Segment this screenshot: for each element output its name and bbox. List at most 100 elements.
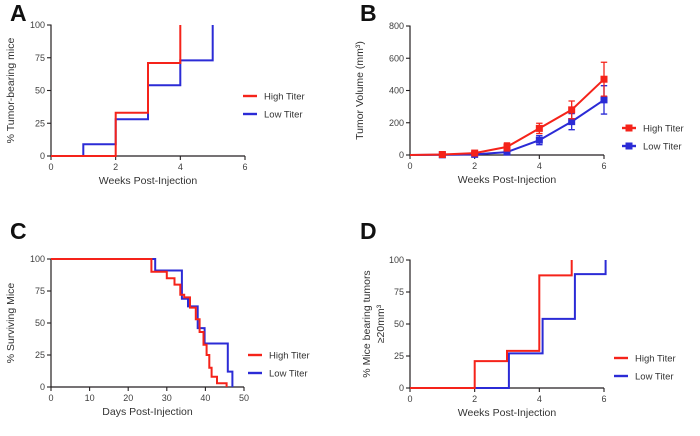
legend-label-low-titer: Low Titer — [643, 142, 682, 153]
x-tick-label: 4 — [537, 161, 542, 171]
x-tick-label: 10 — [85, 393, 95, 403]
panel-d: D 0 2 4 6 0 25 50 75 100 Weeks Post-Injection % Mi… — [350, 218, 700, 436]
y-axis-label-line2: ≥20mm³ — [375, 304, 387, 343]
square-marker — [503, 148, 511, 156]
legend-marker-low-titer — [625, 142, 633, 150]
square-marker — [600, 75, 608, 83]
x-axis-label: Weeks Post-Injection — [99, 175, 198, 187]
x-axis-label: Weeks Post-Injection — [458, 407, 557, 419]
x-axis-label: Days Post-Injection — [102, 406, 193, 418]
series-high-titer — [409, 61, 608, 159]
series-low-titer — [51, 258, 234, 387]
series-line-high-titer — [51, 25, 182, 157]
series-low-titer — [410, 260, 607, 389]
x-tick-label: 40 — [200, 393, 210, 403]
square-marker — [568, 106, 576, 114]
panel-c-letter: C — [10, 218, 27, 244]
series-line-low-titer — [51, 258, 234, 387]
axes: 0 2 4 6 0 25 50 75 100 — [30, 20, 248, 172]
y-tick-label: 75 — [394, 287, 404, 297]
series-line-high-titer — [51, 258, 228, 387]
x-tick-label: 0 — [407, 394, 412, 404]
series-line-low-titer — [410, 260, 607, 389]
series-line-low-titer — [51, 25, 214, 157]
y-tick-label: 200 — [389, 118, 404, 128]
panel-c: C 0 10 20 30 40 50 0 25 50 75 100 Days Post-Injecti… — [0, 218, 350, 436]
x-tick-label: 6 — [601, 394, 606, 404]
y-tick-label: 50 — [394, 319, 404, 329]
y-tick-label: 400 — [389, 86, 404, 96]
y-axis-label: % Mice bearing tumors — [361, 270, 373, 377]
legend: High Titer Low Titer — [248, 351, 310, 380]
y-tick-label: 800 — [389, 21, 404, 31]
y-tick-label: 600 — [389, 53, 404, 63]
y-axis-label: % Surviving Mice — [5, 283, 17, 364]
y-tick-label: 75 — [35, 286, 45, 296]
x-tick-label: 6 — [242, 162, 247, 172]
square-marker — [568, 118, 576, 126]
x-tick-label: 0 — [48, 393, 53, 403]
y-tick-label: 50 — [35, 318, 45, 328]
legend: High Titer Low Titer — [614, 354, 676, 383]
series-high-titer — [51, 258, 228, 387]
y-tick-label: 100 — [30, 254, 45, 264]
panel-d-chart: 0 2 4 6 0 25 50 75 100 Weeks Post-Injection % Mice… — [361, 255, 676, 419]
y-tick-label: 0 — [40, 382, 45, 392]
y-tick-label: 100 — [389, 255, 404, 265]
x-tick-label: 2 — [113, 162, 118, 172]
y-tick-label: 0 — [399, 383, 404, 393]
x-tick-label: 4 — [178, 162, 183, 172]
legend: High Titer Low Titer — [622, 124, 684, 153]
panel-d-letter: D — [360, 218, 377, 244]
panel-a: A 0 2 4 6 0 25 50 75 100 Weeks Post-Injection % Tu… — [0, 0, 350, 218]
square-marker — [503, 143, 511, 151]
legend-label-low-titer: Low Titer — [264, 110, 303, 121]
square-marker — [471, 149, 479, 157]
y-tick-label: 25 — [35, 118, 45, 128]
axes: 0 2 4 6 0 200 400 600 800 — [389, 21, 607, 171]
square-marker — [535, 136, 543, 144]
x-tick-label: 30 — [162, 393, 172, 403]
y-tick-label: 25 — [35, 350, 45, 360]
y-tick-label: 25 — [394, 351, 404, 361]
y-axis-label: Tumor Volume (mm³) — [354, 41, 366, 140]
legend-label-low-titer: Low Titer — [635, 372, 674, 383]
legend-label-high-titer: High Titer — [643, 124, 684, 135]
square-marker — [438, 151, 446, 159]
y-tick-label: 50 — [35, 86, 45, 96]
x-tick-label: 2 — [472, 394, 477, 404]
square-marker — [535, 124, 543, 132]
legend: High Titer Low Titer — [243, 92, 305, 121]
panel-b-letter: B — [360, 0, 377, 26]
x-tick-label: 0 — [407, 161, 412, 171]
axes: 0 2 4 6 0 25 50 75 100 — [389, 255, 607, 404]
series-low-titer — [51, 25, 214, 157]
panel-b-chart: 0 2 4 6 0 200 400 600 800 Weeks Post-Injection Tum… — [354, 21, 684, 186]
x-axis-label: Weeks Post-Injection — [458, 174, 557, 186]
legend-label-low-titer: Low Titer — [269, 369, 308, 380]
y-tick-label: 75 — [35, 53, 45, 63]
x-tick-label: 0 — [48, 162, 53, 172]
y-tick-label: 0 — [40, 151, 45, 161]
series-high-titer — [410, 260, 573, 389]
series-high-titer — [51, 25, 182, 157]
panel-c-chart: 0 10 20 30 40 50 0 25 50 75 100 Days Post-Injection… — [5, 254, 310, 418]
x-tick-label: 6 — [601, 161, 606, 171]
x-tick-label: 20 — [123, 393, 133, 403]
y-tick-label: 0 — [399, 150, 404, 160]
x-tick-label: 4 — [537, 394, 542, 404]
legend-label-high-titer: High Titer — [635, 354, 676, 365]
legend-marker-high-titer — [625, 124, 633, 132]
y-axis-label: % Tumor-bearing mice — [5, 38, 17, 144]
axes: 0 10 20 30 40 50 0 25 50 75 100 — [30, 254, 249, 403]
square-marker — [600, 96, 608, 104]
series-line-high-titer — [410, 260, 573, 389]
x-tick-label: 50 — [239, 393, 249, 403]
legend-label-high-titer: High Titer — [269, 351, 310, 362]
panel-a-chart: 0 2 4 6 0 25 50 75 100 Weeks Post-Injection % Tumo… — [5, 20, 305, 187]
panel-a-letter: A — [10, 0, 27, 26]
legend-label-high-titer: High Titer — [264, 92, 305, 103]
x-tick-label: 2 — [472, 161, 477, 171]
panel-b: B 0 2 4 6 0 200 400 600 800 Weeks Post-Injection T… — [350, 0, 700, 218]
